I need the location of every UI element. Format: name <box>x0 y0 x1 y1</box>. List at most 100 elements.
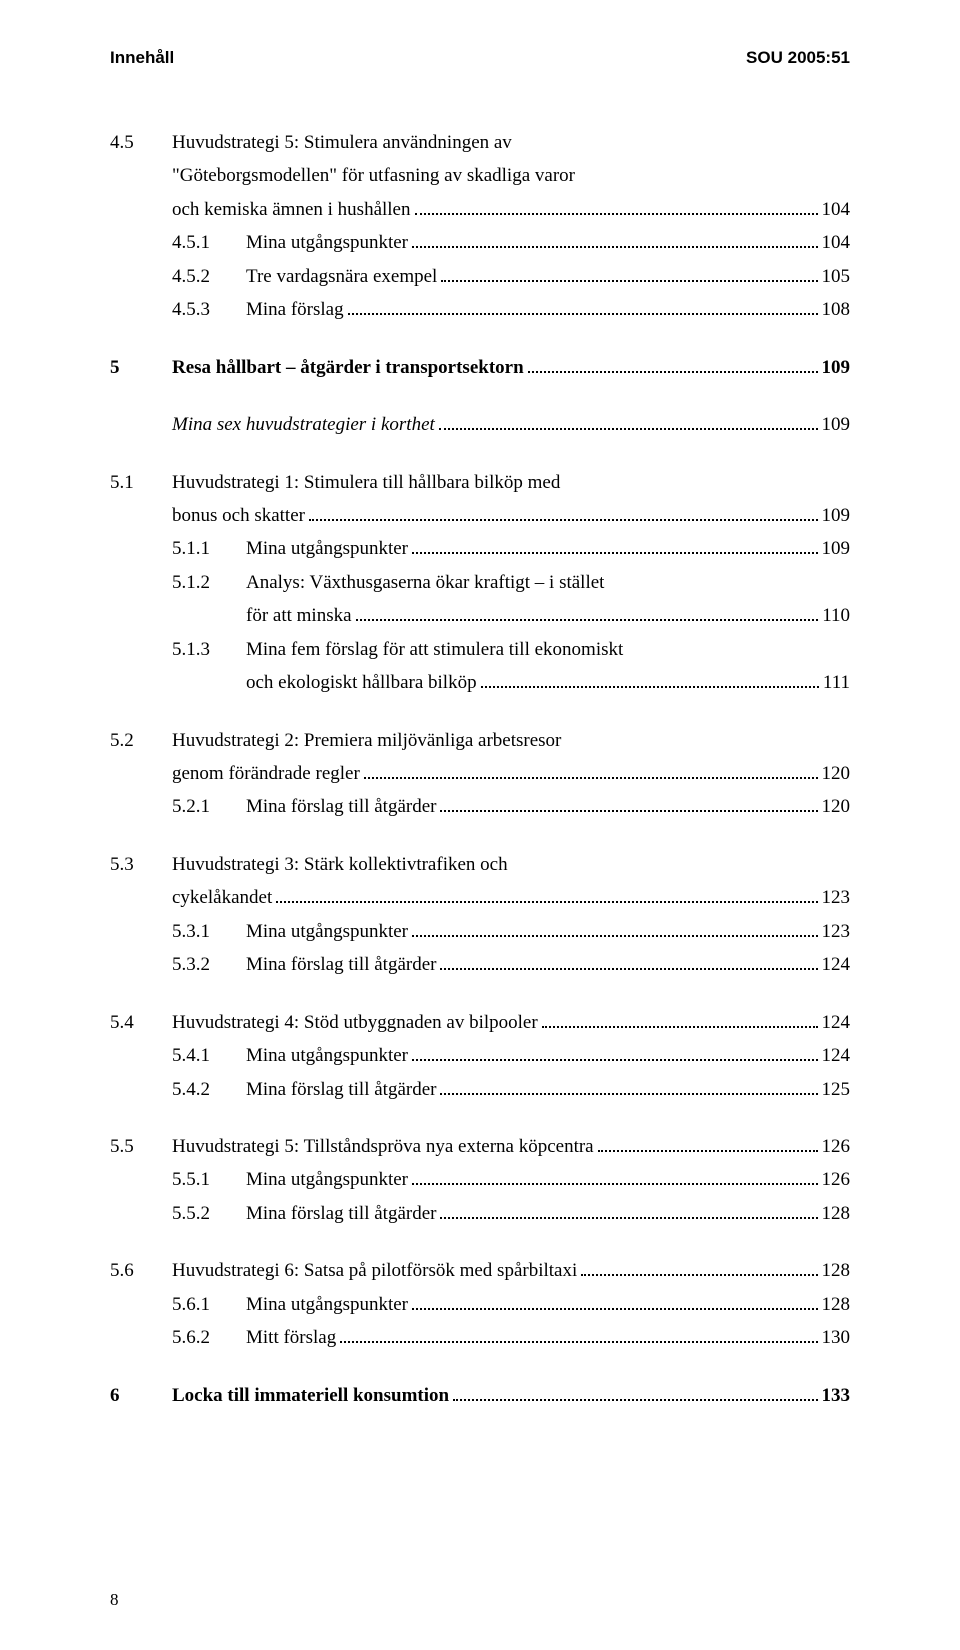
toc-leader-dots <box>440 951 817 970</box>
toc-leader-dots <box>340 1324 817 1343</box>
toc-entry: 5.2Huvudstrategi 2: Premiera miljövänlig… <box>110 726 850 755</box>
toc-number: 5.4.2 <box>172 1075 246 1104</box>
toc-page: 126 <box>822 1132 851 1161</box>
toc-leader-dots <box>276 884 817 903</box>
toc-entry: 5.1.2Analys: Växthusgaserna ökar kraftig… <box>110 568 850 597</box>
toc-page: 123 <box>822 883 851 912</box>
toc-entry: 5.1.3Mina fem förslag för att stimulera … <box>110 635 850 664</box>
toc-label: Mina förslag till åtgärder <box>246 1075 436 1104</box>
toc-label: Mina förslag till åtgärder <box>246 950 436 979</box>
toc-group: 5.4Huvudstrategi 4: Stöd utbyggnaden av … <box>110 1008 850 1104</box>
toc-label: Mina utgångspunkter <box>246 1165 408 1194</box>
toc-page: 124 <box>822 1008 851 1037</box>
toc-label: Huvudstrategi 2: Premiera miljövänliga a… <box>172 726 561 755</box>
toc-label: och kemiska ämnen i hushållen <box>172 195 411 224</box>
toc-group: Mina sex huvudstrategier i korthet109 <box>110 410 850 439</box>
toc-entry: 5.4.2Mina förslag till åtgärder125 <box>110 1075 850 1104</box>
toc-entry: 5.5Huvudstrategi 5: Tillståndspröva nya … <box>110 1132 850 1161</box>
toc-entry: Mina sex huvudstrategier i korthet109 <box>110 410 850 439</box>
toc-label: Mina utgångspunkter <box>246 1041 408 1070</box>
toc-label: Locka till immateriell konsumtion <box>172 1381 449 1410</box>
toc-entry: 4.5.3Mina förslag 108 <box>110 295 850 324</box>
toc-page: 123 <box>822 917 851 946</box>
toc-page: 128 <box>822 1256 851 1285</box>
toc-entry: 5.4.1Mina utgångspunkter 124 <box>110 1041 850 1070</box>
toc-page: 124 <box>822 1041 851 1070</box>
toc-leader-dots <box>581 1257 817 1276</box>
toc-leader-dots <box>440 793 817 812</box>
toc-leader-dots <box>412 1042 817 1061</box>
toc-number: 4.5.3 <box>172 295 246 324</box>
toc-page: 109 <box>822 410 851 439</box>
toc-entry-continuation: "Göteborgsmodellen" för utfasning av ska… <box>110 161 850 190</box>
toc-number: 5.6.1 <box>172 1290 246 1319</box>
toc-entry: 4.5Huvudstrategi 5: Stimulera användning… <box>110 128 850 157</box>
toc-label: och ekologiskt hållbara bilköp <box>246 668 477 697</box>
toc-entry: 5.3.2Mina förslag till åtgärder 124 <box>110 950 850 979</box>
toc-label: "Göteborgsmodellen" för utfasning av ska… <box>172 161 575 190</box>
toc-number: 5 <box>110 353 172 382</box>
toc-page: 130 <box>822 1323 851 1352</box>
toc-entry: 5.2.1Mina förslag till åtgärder120 <box>110 792 850 821</box>
toc-page: 109 <box>822 353 851 382</box>
toc-entry-continuation: genom förändrade regler 120 <box>110 759 850 788</box>
page-footer: 8 <box>110 1590 850 1610</box>
toc-page: 109 <box>822 501 851 530</box>
toc-group: 5.6Huvudstrategi 6: Satsa på pilotförsök… <box>110 1256 850 1352</box>
toc-page: 133 <box>822 1381 851 1410</box>
toc-page: 108 <box>822 295 851 324</box>
toc-page: 120 <box>822 792 851 821</box>
toc-label: Huvudstrategi 3: Stärk kollektivtrafiken… <box>172 850 508 879</box>
header-left: Innehåll <box>110 48 174 68</box>
toc-number: 5.3.2 <box>172 950 246 979</box>
toc-leader-dots <box>412 535 817 554</box>
toc-label: genom förändrade regler <box>172 759 360 788</box>
toc-label: Huvudstrategi 6: Satsa på pilotförsök me… <box>172 1256 577 1285</box>
toc-label: bonus och skatter <box>172 501 305 530</box>
toc-group: 5.2Huvudstrategi 2: Premiera miljövänlig… <box>110 726 850 822</box>
toc-page: 105 <box>822 262 851 291</box>
toc-page: 128 <box>822 1290 851 1319</box>
toc-group: 5.5Huvudstrategi 5: Tillståndspröva nya … <box>110 1132 850 1228</box>
toc-leader-dots <box>481 669 819 688</box>
toc-entry: 4.5.2Tre vardagsnära exempel105 <box>110 262 850 291</box>
toc-leader-dots <box>440 1200 817 1219</box>
toc-page: 120 <box>822 759 851 788</box>
toc-label: cykelåkandet <box>172 883 272 912</box>
toc-label: Mitt förslag <box>246 1323 336 1352</box>
toc-entry: 5.6Huvudstrategi 6: Satsa på pilotförsök… <box>110 1256 850 1285</box>
toc-leader-dots <box>412 1166 817 1185</box>
toc-number: 4.5.2 <box>172 262 246 291</box>
toc-label: Resa hållbart – åtgärder i transportsekt… <box>172 353 524 382</box>
toc-leader-dots <box>412 229 817 248</box>
toc-entry: 5.3Huvudstrategi 3: Stärk kollektivtrafi… <box>110 850 850 879</box>
toc-page: 109 <box>822 534 851 563</box>
toc-page: 111 <box>823 668 850 697</box>
toc-number: 5.1.1 <box>172 534 246 563</box>
toc-entry: 5.4Huvudstrategi 4: Stöd utbyggnaden av … <box>110 1008 850 1037</box>
toc-entry: 5.6.1Mina utgångspunkter128 <box>110 1290 850 1319</box>
toc-leader-dots <box>356 602 819 621</box>
toc-leader-dots <box>348 296 818 315</box>
toc-entry: 5.6.2Mitt förslag130 <box>110 1323 850 1352</box>
toc-page: 110 <box>822 601 850 630</box>
toc-label: Mina utgångspunkter <box>246 534 408 563</box>
toc-leader-dots <box>364 760 818 779</box>
page-number: 8 <box>110 1590 119 1609</box>
toc-leader-dots <box>440 1076 817 1095</box>
toc-number: 5.4.1 <box>172 1041 246 1070</box>
toc-number: 5.6 <box>110 1256 172 1285</box>
toc-group: 4.5Huvudstrategi 5: Stimulera användning… <box>110 128 850 325</box>
toc-number: 5.1.2 <box>172 568 246 597</box>
toc-number: 5.4 <box>110 1008 172 1037</box>
toc-page: 124 <box>822 950 851 979</box>
toc-number: 4.5 <box>110 128 172 157</box>
toc-number: 5.3.1 <box>172 917 246 946</box>
toc-label: Mina fem förslag för att stimulera till … <box>246 635 623 664</box>
toc-label: Mina förslag <box>246 295 344 324</box>
toc-leader-dots <box>528 354 818 373</box>
toc-label: Mina förslag till åtgärder <box>246 1199 436 1228</box>
toc-entry-continuation: bonus och skatter 109 <box>110 501 850 530</box>
toc-label: Huvudstrategi 1: Stimulera till hållbara… <box>172 468 560 497</box>
toc-label: Mina utgångspunkter <box>246 917 408 946</box>
